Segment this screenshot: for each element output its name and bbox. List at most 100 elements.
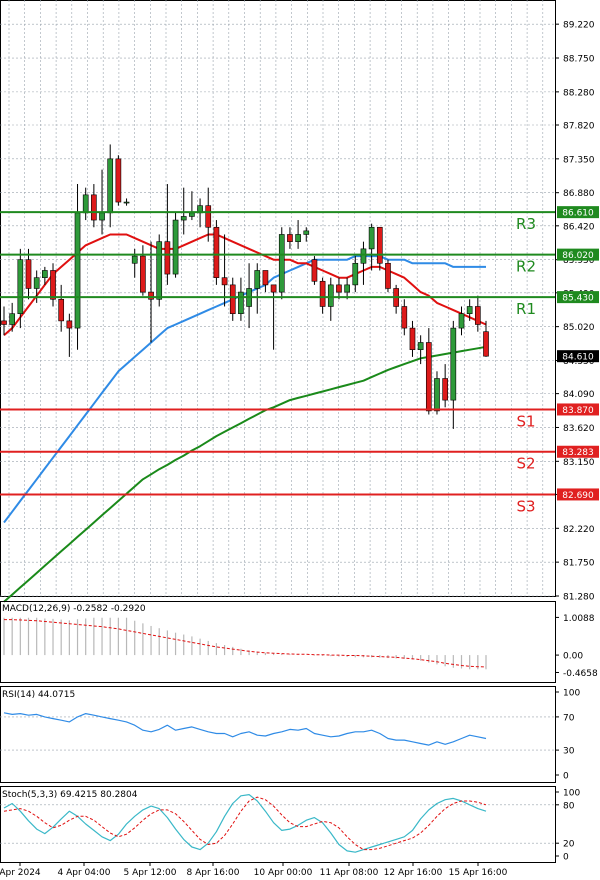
ma-fast-line [3, 233, 487, 337]
macd-signal-line [4, 619, 487, 668]
current-price-tag-label: 84.610 [562, 353, 594, 363]
candle-body [164, 241, 171, 275]
current-price-tag-box [557, 350, 599, 363]
y-tick-label: 84.090 [563, 390, 595, 400]
price-panel: 89.220 88.750 88.280 87.820 87.350 86.880 86.4… [0, 0, 599, 603]
candle-body [303, 230, 310, 235]
candle-body [189, 212, 195, 217]
candle-body [360, 248, 367, 264]
stoch-d-line [3, 796, 487, 851]
candle-body [172, 219, 179, 275]
level-tag-box [557, 488, 599, 501]
candle-body [17, 259, 24, 314]
x-tick-label: Apr 2024 [0, 868, 41, 878]
candle-body [278, 234, 285, 293]
candle-body [140, 255, 146, 293]
level-tag-box [557, 206, 599, 219]
candle-body [156, 241, 163, 300]
panel-frame [0, 0, 556, 597]
panel-frame [0, 601, 556, 683]
level-tag-box [557, 445, 599, 458]
candle-body [115, 158, 122, 203]
candle-body [91, 194, 97, 221]
rsi-panel: RSI(14) 44.0715 100 70 30 0 [0, 686, 580, 783]
level-name-r1: R1 [516, 300, 536, 318]
level-name-s2: S2 [516, 455, 535, 473]
candle-body [352, 262, 359, 286]
x-tick-label: 15 Apr 16:00 [449, 868, 508, 878]
candle-body [450, 327, 457, 401]
macd-panel: MACD(12,26,9) -0.2582 -0.2920 1.0088 0.00… [0, 601, 598, 683]
candle-body [180, 216, 187, 221]
candle-body [238, 291, 244, 314]
rsi-tick-label: 0 [563, 772, 569, 782]
candle-body [50, 270, 56, 300]
level-tag-label: 86.610 [562, 209, 594, 219]
level-tag-label: 85.430 [562, 294, 594, 304]
candle-body [458, 313, 465, 329]
x-tick-label: 4 Apr 04:00 [58, 868, 111, 878]
candle-body [474, 306, 481, 325]
candle-body [213, 226, 220, 278]
ma-mid-line [3, 255, 486, 524]
y-tick-label: 87.350 [563, 155, 595, 165]
y-tick-label: 89.220 [563, 21, 595, 31]
candle-body [9, 313, 16, 325]
candle-body [295, 234, 301, 242]
candle-body [425, 342, 432, 412]
candle-body [123, 201, 130, 204]
candle-body [25, 259, 32, 289]
candle-body [107, 158, 114, 214]
y-tick-label: 86.880 [563, 189, 595, 199]
y-tick-label: 82.220 [563, 525, 595, 535]
panel-frame [0, 686, 556, 783]
y-tick-label: 81.750 [563, 559, 595, 569]
level-tag-label: 86.020 [562, 251, 594, 261]
candle-body [33, 277, 40, 289]
candle-body [205, 205, 212, 228]
macd-tick-label: 1.0088 [563, 614, 595, 624]
candle-body [483, 331, 489, 357]
stoch-tick-label: 100 [563, 789, 580, 799]
candle-body [270, 284, 277, 293]
candle-body [368, 226, 375, 250]
candle-body [466, 306, 473, 314]
candle-body [442, 378, 448, 401]
y-tick-label: 85.020 [563, 323, 595, 333]
candle-body [229, 284, 236, 314]
candle-body [401, 306, 408, 329]
x-tick-label: 8 Apr 16:00 [187, 868, 240, 878]
level-name-s1: S1 [516, 412, 535, 430]
level-tag-box [557, 291, 599, 304]
ma-slow-line [3, 345, 487, 603]
y-tick-label: 88.750 [563, 55, 595, 65]
candle-body [221, 277, 228, 286]
rsi-tick-label: 70 [563, 713, 575, 723]
candle-body [385, 262, 391, 289]
candle-body [66, 320, 73, 329]
candle-body [417, 342, 424, 350]
candle-body [287, 234, 293, 242]
y-tick-label: 83.150 [563, 458, 595, 468]
stoch-tick-label: 0 [563, 853, 569, 863]
candle-body [336, 284, 342, 293]
x-axis: Apr 2024 4 Apr 04:00 5 Apr 12:00 8 Apr 16:0… [0, 862, 508, 878]
macd-title: MACD(12,26,9) -0.2582 -0.2920 [2, 604, 146, 614]
candle-body [311, 259, 318, 282]
level-tag-label: 83.283 [562, 448, 594, 458]
y-tick-label: 81.280 [563, 593, 595, 603]
level-tag-box [557, 248, 599, 261]
stoch-tick-label: 20 [563, 840, 575, 850]
macd-tick-label: -0.4658 [563, 669, 598, 679]
y-tick-label: 85.950 [563, 256, 595, 266]
candle-body [82, 194, 89, 214]
candle-body [262, 270, 269, 286]
level-name-r3: R3 [516, 215, 536, 233]
candle-body [327, 284, 334, 307]
candle-body [148, 291, 154, 300]
candle-body [376, 226, 383, 264]
y-tick-label: 86.420 [563, 222, 595, 232]
level-tag-box [557, 403, 599, 416]
candle-body [1, 320, 7, 325]
